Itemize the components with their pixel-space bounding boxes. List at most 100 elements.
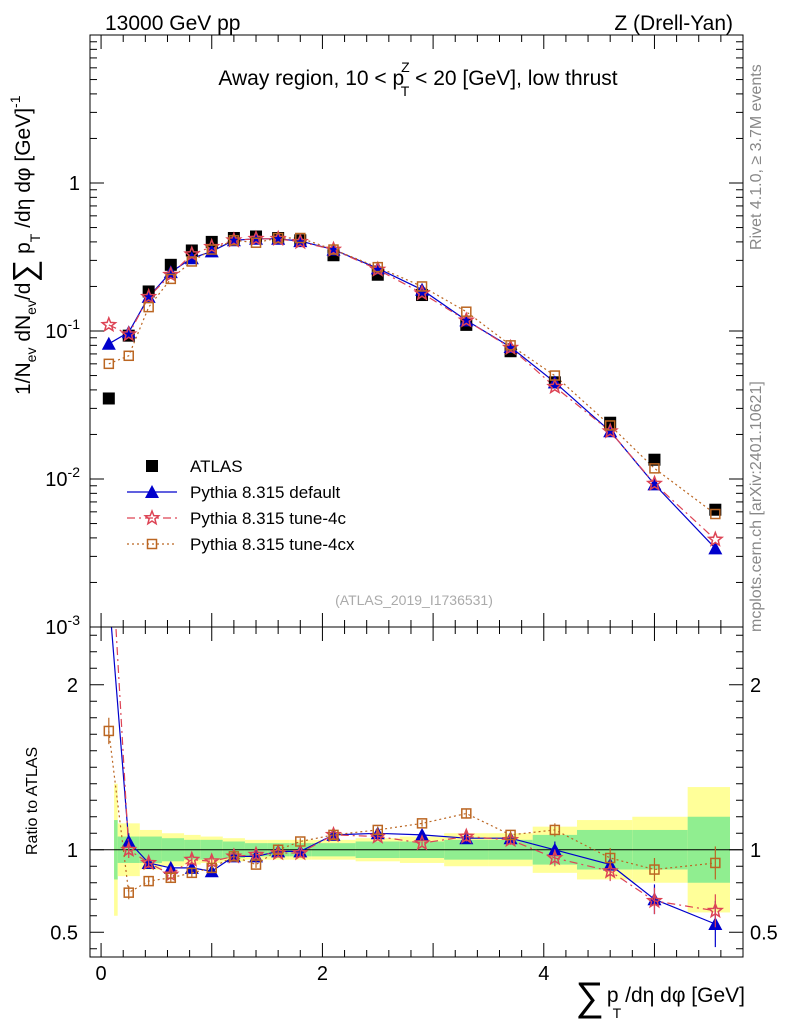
square-marker [295, 836, 306, 847]
xlabel-rest: /dη dφ [GeV] [625, 984, 745, 1007]
star-marker [143, 508, 161, 526]
ratio-y-tick-label: 0.5 [50, 922, 78, 944]
main-panel-frame [89, 34, 744, 628]
main-panel-axes: 1 10-1 10-2 10-3 [45, 35, 743, 639]
square-marker [250, 859, 262, 870]
legend-label: Pythia 8.315 default [190, 483, 341, 502]
ylabel-p2: dN [12, 315, 35, 348]
star-marker [100, 315, 118, 333]
square-marker [328, 829, 339, 841]
ratio-y-tick-label: 1 [67, 840, 78, 862]
square-marker [604, 852, 616, 864]
main-title-sup: Z [401, 59, 410, 75]
square-marker [228, 235, 240, 246]
triangle-marker [415, 282, 430, 296]
square-marker [272, 844, 284, 855]
header-left: 13000 GeV pp [105, 12, 240, 35]
square-marker [123, 350, 134, 362]
star-marker [291, 843, 309, 861]
square-marker [143, 301, 154, 313]
xlabel-sub: T [613, 1005, 622, 1021]
star-marker [247, 845, 265, 863]
star-marker [140, 853, 158, 871]
star-marker [546, 848, 564, 866]
square-marker [165, 872, 177, 884]
square-marker [103, 358, 115, 370]
star-marker [457, 311, 475, 328]
ratio-y-tick-label-right: 0.5 [750, 922, 778, 944]
main-ylabel: 1/Nev dNev/d∑ pT /dη dφ [GeV]-1 [6, 95, 43, 395]
triangle-marker [145, 485, 159, 498]
star-marker [413, 833, 431, 851]
star-marker [120, 840, 138, 858]
star-marker [162, 265, 180, 283]
ylabel-sub1: ev [23, 348, 39, 363]
data-point-marker [648, 453, 661, 466]
square-marker [272, 232, 284, 244]
main-title-part-a: Away region, 10 < p [218, 67, 404, 90]
main-title: Away region, 10 < pZ T < 20 [GeV], low th… [218, 59, 617, 99]
ylabel-sub3: T [27, 233, 43, 242]
ylabel-sup: -1 [7, 95, 23, 108]
ylabel-p4: p [12, 242, 35, 260]
watermark: (ATLAS_2019_I1736531) [335, 592, 493, 608]
star-marker [120, 325, 138, 342]
square-marker [123, 887, 134, 898]
star-marker [102, 496, 115, 509]
y-tick-label: 10-3 [45, 612, 80, 639]
square-marker [372, 261, 384, 273]
square-marker [186, 867, 198, 879]
star-marker [645, 474, 664, 491]
ylabel-p1: 1/N [12, 362, 35, 395]
ratio-y-tick-label-right: 1 [750, 840, 761, 862]
square-marker [206, 862, 217, 874]
square-marker [505, 340, 516, 351]
ylabel-sub2: ev [23, 300, 39, 315]
main-panel-series [100, 229, 725, 555]
y-tick-label: 1 [69, 173, 80, 195]
square-marker [295, 232, 306, 244]
square-marker [103, 725, 115, 737]
legend-label: ATLAS [190, 457, 243, 476]
square-marker [505, 829, 516, 841]
square-marker [549, 370, 561, 381]
star-marker [601, 862, 619, 879]
square-marker [146, 538, 158, 550]
xlabel-p: p [607, 984, 619, 1007]
star-marker [139, 287, 158, 305]
y-tick-label: 10-2 [45, 464, 80, 491]
rivet-label: Rivet 4.1.0, ≥ 3.7M events [748, 64, 765, 250]
x-tick-label: 2 [317, 963, 328, 985]
y-tick-label: 10-1 [45, 316, 80, 343]
square-marker [710, 508, 721, 520]
data-point-marker [146, 460, 158, 472]
star-marker [457, 827, 475, 844]
ratio-panel-bands [90, 783, 743, 916]
star-marker [645, 891, 664, 909]
triangle-marker [184, 860, 199, 874]
ratio-panel-axes: 0 2 4 0.5 0.5 1 1 2 2 [50, 627, 778, 985]
ratio-panel-frame [89, 626, 744, 958]
main-title-sub: T [401, 83, 410, 99]
square-marker [604, 420, 616, 431]
square-marker [549, 824, 561, 836]
square-marker [228, 851, 240, 862]
ylabel-sum: ∑ [6, 260, 42, 283]
legend: ATLAS Pythia 8.315 default Pythia 8.315 tu… [127, 457, 355, 554]
ratio-ylabel: Ratio to ATLAS [24, 747, 41, 855]
square-marker [206, 244, 217, 255]
square-marker [649, 463, 660, 474]
triangle-marker [101, 336, 116, 350]
header-right: Z (Drell-Yan) [614, 12, 733, 35]
ylabel-p3: /d [12, 283, 35, 301]
square-marker [165, 273, 177, 285]
ratio-panel-series [102, 496, 725, 948]
ratio-y-tick-label-right: 2 [750, 675, 761, 697]
star-marker [706, 530, 725, 547]
square-marker [250, 237, 262, 248]
triangle-marker [708, 541, 723, 555]
main-title-part-b: < 20 [GeV], low thrust [409, 67, 618, 90]
square-marker [416, 818, 428, 829]
legend-label: Pythia 8.315 tune-4c [190, 509, 346, 528]
triangle-marker [102, 587, 116, 600]
